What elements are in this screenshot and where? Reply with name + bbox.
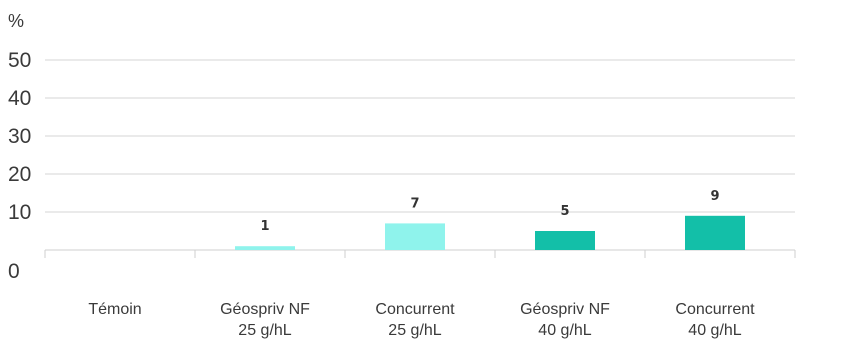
y-axis-ticks: 0 10 20 30 40 50 [8,49,31,283]
x-category-label: Témoin [88,301,141,318]
x-category-label: Concurrent 25 g/hL [375,301,455,339]
y-tick-label: 50 [8,49,31,72]
bars [235,215,745,250]
bar [385,223,445,250]
y-tick-label: 10 [8,201,31,224]
bar [535,231,595,250]
bar [235,246,295,250]
data-label: 1 [260,219,269,234]
y-tick-label: 20 [8,163,31,186]
x-category-label: Géospriv NF 40 g/hL [520,301,610,339]
data-label: 7 [410,196,419,211]
data-label: 5 [560,204,569,219]
data-label: 9 [710,189,719,204]
x-category-label: Géospriv NF 25 g/hL [220,301,310,339]
y-tick-label: 30 [8,125,31,148]
y-tick-label: 0 [8,260,20,283]
bar [685,215,745,250]
x-category-label: Concurrent 40 g/hL [675,301,755,339]
y-axis-unit: % [8,11,24,31]
x-axis-labels: Témoin Géospriv NF 25 g/hL Concurrent 25 g/h… [88,301,755,339]
y-tick-label: 40 [8,87,31,110]
